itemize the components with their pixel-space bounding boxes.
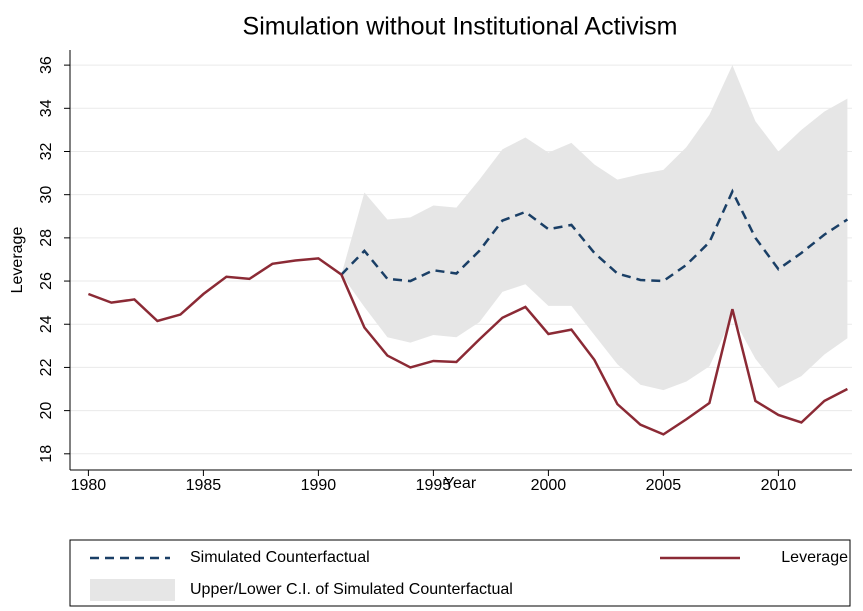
y-tick-label: 22 [38,358,55,376]
x-axis-label: Year [444,475,477,492]
line [87,257,848,436]
legend [69,539,851,607]
line [340,188,849,283]
x-tick-label: 1995 [416,477,452,494]
chart-title: Simulation without Institutional Activis… [243,13,678,41]
x-tick-label: 1990 [301,477,337,494]
y-tick-label: 26 [38,272,55,290]
y-tick-label: 28 [38,229,55,247]
ci-band [341,65,848,391]
legend-swatch [90,579,175,601]
y-tick-label: 24 [38,315,55,333]
y-tick-label: 20 [38,402,55,420]
x-tick-label: 2010 [761,477,797,494]
y-tick-label: 36 [38,56,55,74]
legend-label: Leverage [781,549,848,566]
y-axis-label: Leverage [9,227,26,294]
x-tick-label: 2000 [531,477,567,494]
legend-label: Upper/Lower C.I. of Simulated Counterfac… [190,581,513,598]
x-tick-label: 1980 [71,477,107,494]
x-tick-label: 1985 [186,477,222,494]
y-tick-label: 34 [38,99,55,117]
y-tick-label: 18 [38,445,55,463]
legend-label: Simulated Counterfactual [190,549,370,566]
y-tick-label: 30 [38,186,55,204]
x-tick-label: 2005 [646,477,682,494]
y-tick-label: 32 [38,142,55,160]
